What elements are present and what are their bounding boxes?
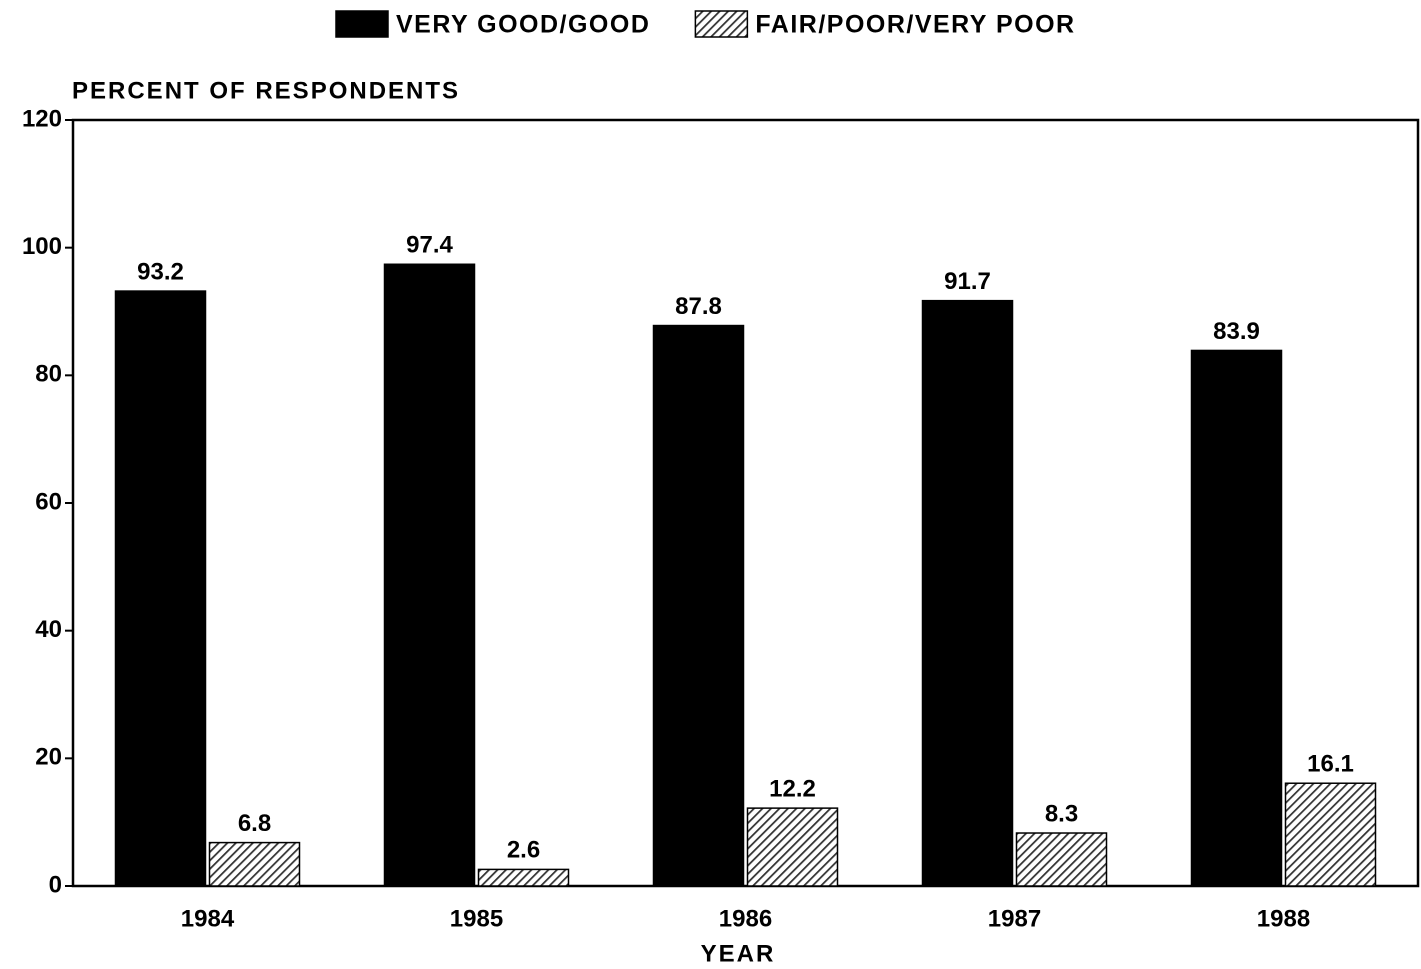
legend-label: VERY GOOD/GOOD (396, 11, 650, 39)
x-axis-label: YEAR (701, 940, 776, 967)
legend-swatch (694, 10, 749, 38)
y-tick-label: 0 (49, 871, 62, 898)
value-label: 87.8 (675, 293, 722, 320)
bar (921, 299, 1014, 887)
value-label: 12.2 (769, 775, 816, 802)
bar (477, 868, 570, 887)
value-label: 8.3 (1045, 800, 1078, 827)
value-label: 6.8 (238, 810, 271, 837)
bar (1284, 782, 1377, 887)
bar (208, 841, 301, 887)
value-label: 91.7 (944, 268, 991, 295)
bar (1190, 349, 1283, 887)
value-label: 16.1 (1307, 751, 1354, 778)
bar (652, 324, 745, 887)
y-axis-label: PERCENT OF RESPONDENTS (72, 77, 460, 104)
x-tick-label: 1986 (719, 905, 772, 932)
y-tick-label: 120 (22, 105, 62, 132)
value-label: 97.4 (406, 232, 453, 259)
y-tick-label: 20 (35, 744, 62, 771)
bar (114, 290, 207, 887)
bar (746, 807, 839, 887)
x-tick-label: 1988 (1257, 905, 1310, 932)
y-tick-label: 40 (35, 616, 62, 643)
y-tick-label: 100 (22, 233, 62, 260)
value-label: 2.6 (507, 837, 540, 864)
x-tick-label: 1987 (988, 905, 1041, 932)
bar (383, 263, 476, 887)
bar (1015, 832, 1108, 887)
x-tick-label: 1984 (181, 905, 235, 932)
value-label: 83.9 (1213, 318, 1260, 345)
y-tick-label: 60 (35, 488, 62, 515)
value-label: 93.2 (137, 258, 184, 285)
legend-swatch (335, 10, 389, 38)
x-tick-label: 1985 (450, 905, 503, 932)
legend-label: FAIR/POOR/VERY POOR (755, 11, 1075, 39)
y-tick-label: 80 (35, 361, 62, 388)
